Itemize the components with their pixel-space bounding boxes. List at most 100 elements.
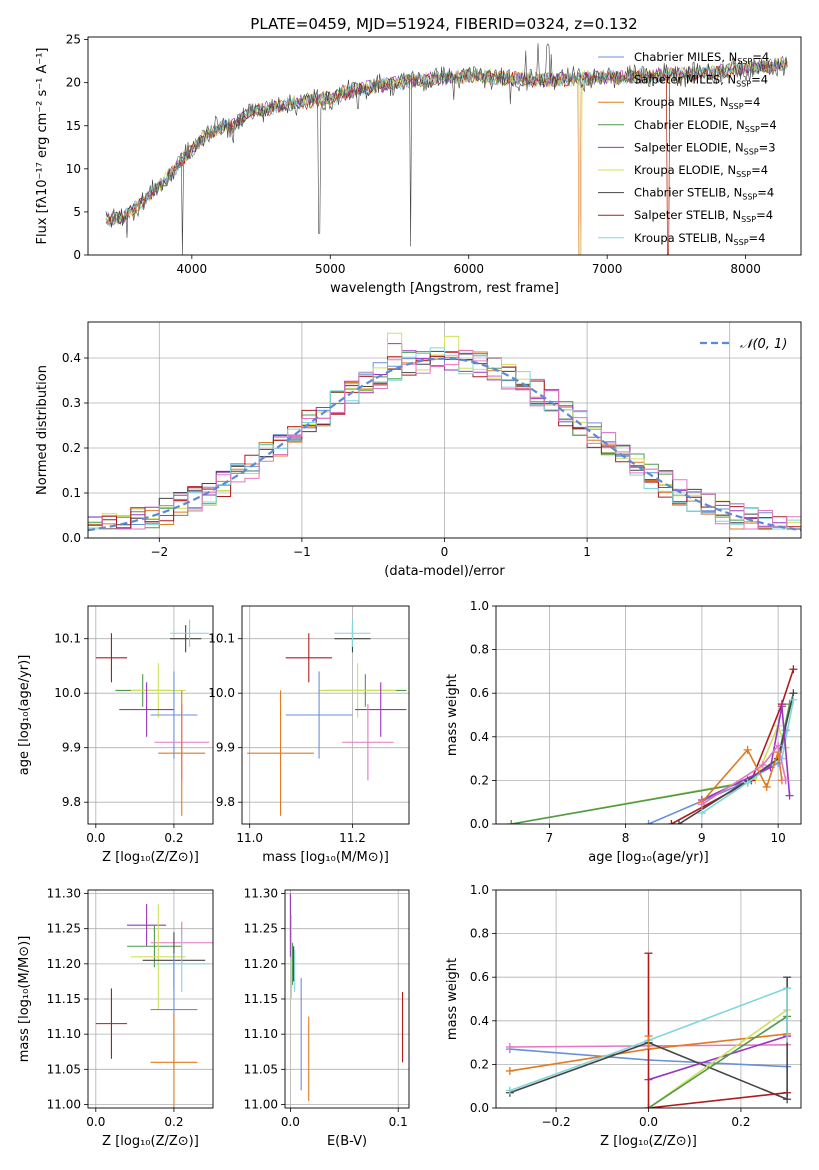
series-line-chabrier-stelib (678, 693, 795, 824)
x-tick-label: 7000 (592, 262, 623, 276)
legend-label: Chabrier MILES, NSSP=4 (634, 50, 769, 66)
plot-area (496, 890, 801, 1108)
axes-frame (87, 36, 802, 256)
plot-area (496, 606, 801, 824)
legend-count: =4 (756, 208, 773, 222)
y-tick-label: 11.30 (47, 887, 81, 901)
axes-massweight-vs-Z: −0.2 0.0 0.2 0.0 0.2 0.4 0.6 0.8 1.0 Z [log₁₀(Z/Z… (445, 883, 802, 1149)
y-axis-label: age [log₁₀(age/yr)] (17, 655, 32, 776)
y-tick-label: 0.4 (470, 1014, 489, 1028)
plus-marker (505, 1066, 514, 1075)
legend-count: =4 (751, 73, 768, 87)
plus-marker (743, 745, 752, 754)
legend-subscript: SSP (736, 170, 751, 179)
legend-subscript: SSP (737, 57, 752, 66)
x-tick-label: 2 (726, 545, 734, 559)
plot-area (105, 43, 788, 255)
plot-area (88, 890, 213, 1108)
x-axis-label: Z [log₁₀(Z/Z⊙)] (102, 850, 199, 865)
y-tick-label: 11.05 (47, 1062, 81, 1076)
legend-label: Salpeter ELODIE, NSSP=3 (634, 140, 776, 156)
x-tick-label: −1 (293, 545, 311, 559)
y-tick-label: 15 (66, 119, 81, 133)
x-tick-label: 8000 (730, 262, 761, 276)
y-tick-label: 0 (73, 248, 81, 262)
legend-count: =3 (759, 140, 776, 154)
legend-label: Kroupa ELODIE, NSSP=4 (634, 163, 768, 179)
legend-subscript: SSP (742, 193, 757, 202)
y-tick-label: 0.4 (470, 730, 489, 744)
legend-count: =4 (757, 186, 774, 200)
x-tick-label: 11.0 (236, 831, 263, 845)
y-tick-label: 9.9 (62, 741, 81, 755)
errorbar-salpeter-stelib (95, 633, 128, 683)
y-axis-label: mass [log₁₀(M/M⊙)] (17, 936, 32, 1063)
x-axis-label: age [log₁₀(age/yr)] (588, 850, 709, 865)
x-tick-label: 0.0 (281, 1115, 300, 1129)
errorbar-kroupa-stelib (170, 619, 210, 647)
x-tick-label: 9 (698, 831, 706, 845)
y-tick-label: 11.15 (244, 992, 278, 1006)
errorbar-pink (342, 704, 394, 781)
x-tick-label: −0.2 (542, 1115, 571, 1129)
legend-subscript: SSP (734, 238, 749, 247)
y-tick-label: 0.1 (62, 486, 81, 500)
legend-label: Chabrier STELIB, NSSP=4 (634, 186, 774, 202)
y-tick-label: 9.8 (62, 795, 81, 809)
y-tick-label: 10 (66, 162, 81, 176)
y-tick-label: 11.20 (244, 957, 278, 971)
plot-area (285, 890, 409, 1108)
series-line-salpeter-stelib (648, 1091, 788, 1108)
series-line-pink (701, 743, 787, 806)
plus-marker (758, 761, 767, 770)
y-tick-label: 11.20 (47, 957, 81, 971)
x-tick-label: 0.0 (639, 1115, 658, 1129)
x-tick-label: 1 (583, 545, 591, 559)
plus-marker (507, 820, 516, 824)
y-tick-label: 5 (73, 205, 81, 219)
legend-subscript: SSP (729, 102, 744, 111)
x-tick-label: 8 (622, 831, 630, 845)
errorbar-kroupa-miles (158, 690, 206, 816)
figure-title: PLATE=0459, MJD=51924, FIBERID=0324, z=0… (250, 15, 637, 33)
plot-area (88, 322, 801, 538)
plus-marker (505, 1042, 514, 1051)
errorbar-salpeter-elodie (355, 682, 407, 737)
errorbar-kroupa-miles (150, 1013, 198, 1108)
x-tick-label: 0.2 (731, 1115, 750, 1129)
x-tick-label: 11.2 (339, 831, 366, 845)
axes-age-vs-Z: 0.0 0.2 9.8 9.9 10.0 10.1 Z [log₁₀(Z/Z⊙)] age [… (17, 605, 214, 865)
axes-frame (284, 889, 410, 1109)
x-tick-label: 7 (546, 831, 554, 845)
errorbar-chabrier-miles (150, 671, 198, 759)
legend-subscript: SSP (745, 125, 760, 134)
plot-area (242, 606, 409, 824)
axes-frame (495, 605, 802, 825)
y-tick-label: 1.0 (470, 883, 489, 897)
y-tick-label: 11.05 (244, 1062, 278, 1076)
errorbar-chabrier-miles (285, 671, 353, 759)
errorbar-kroupa-elodie (130, 663, 186, 718)
errorbar-chabrier-stelib (170, 625, 202, 653)
y-tick-label: 0.0 (62, 531, 81, 545)
x-tick-label: 0.2 (164, 831, 183, 845)
gaussian-curve (88, 357, 801, 532)
x-axis-label: mass [log₁₀(M/M⊙)] (262, 850, 389, 865)
series-line-salpeter-stelib (671, 668, 795, 824)
x-tick-label: 6000 (453, 262, 484, 276)
plus-marker (789, 695, 798, 704)
x-tick-label: 0.2 (164, 1115, 183, 1129)
y-tick-label: 0.2 (62, 441, 81, 455)
histogram-kroupa-elodie (88, 332, 801, 530)
errorbar-salpeter-stelib (285, 633, 332, 683)
series-line-chabrier-elodie (511, 703, 791, 824)
y-tick-label: 11.25 (244, 922, 278, 936)
plus-marker (781, 776, 790, 785)
y-tick-label: 0.6 (470, 970, 489, 984)
y-tick-label: 0.3 (62, 396, 81, 410)
axes-frame (495, 889, 802, 1109)
axes-mass-vs-Z: 0.0 0.2 11.00 11.05 11.10 11.15 11.20 11.25 11.3… (17, 887, 214, 1149)
y-tick-label: 0.8 (470, 927, 489, 941)
legend-subscript: SSP (744, 147, 759, 156)
